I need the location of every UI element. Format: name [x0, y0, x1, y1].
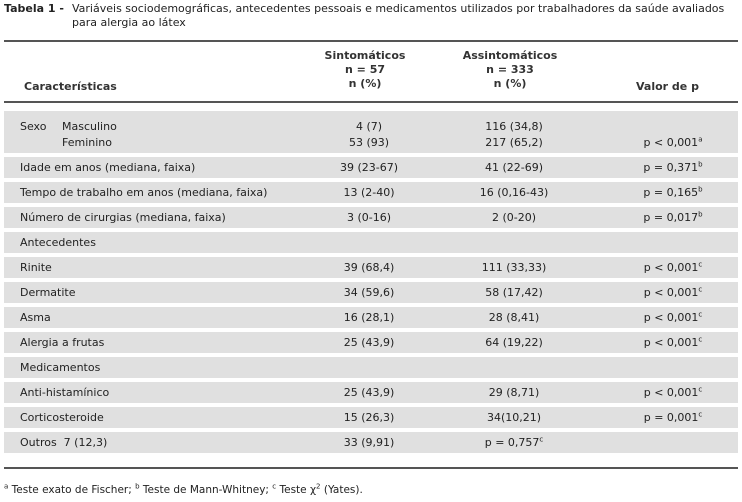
- cell-symptomatic: 33 (9,91): [343, 436, 395, 449]
- cell-asymptomatic: 34(10,21): [486, 411, 542, 424]
- row-label: Anti-histamínico: [20, 386, 110, 399]
- table-row: Outros 7 (12,3) 33 (9,91) p = 0,757c: [4, 432, 738, 453]
- table-footnote: a Teste exato de Fischer; b Teste de Man…: [4, 482, 363, 496]
- header-rule: [4, 101, 738, 103]
- header-asymptomatic-title: Assintomáticos: [462, 49, 558, 62]
- table-row: Dermatite 34 (59,6) 58 (17,42) p < 0,001…: [4, 282, 738, 303]
- table-row: Anti-histamínico 25 (43,9) 29 (8,71) p <…: [4, 382, 738, 403]
- cell-pvalue: p = 0,001c: [643, 410, 703, 424]
- cell-symptomatic: 25 (43,9): [343, 386, 395, 399]
- row-sublabel: Masculino: [62, 120, 117, 133]
- cell-symptomatic: 13 (2-40): [343, 186, 395, 199]
- cell-pvalue: p < 0,001c: [643, 285, 703, 299]
- header-characteristics: Características: [24, 80, 117, 93]
- table-row: Antecedentes: [4, 232, 738, 253]
- cell-pvalue: p < 0,001c: [643, 335, 703, 349]
- table-row: Corticosteroide 15 (26,3) 34(10,21) p = …: [4, 407, 738, 428]
- table-row: Alergia a frutas 25 (43,9) 64 (19,22) p …: [4, 332, 738, 353]
- cell-symptomatic: 3 (0-16): [346, 211, 392, 224]
- cell-asymptomatic: 29 (8,71): [488, 386, 540, 399]
- bottom-rule: [4, 467, 738, 469]
- cell-pvalue: p = 0,371b: [643, 160, 703, 174]
- row-label: Corticosteroide: [20, 411, 104, 424]
- row-sublabel: Feminino: [62, 136, 112, 149]
- table-row: Número de cirurgias (mediana, faixa) 3 (…: [4, 207, 738, 228]
- table-row: Rinite 39 (68,4) 111 (33,33) p < 0,001c: [4, 257, 738, 278]
- cell-asymptomatic: 28 (8,41): [488, 311, 540, 324]
- cell-asymptomatic: 111 (33,33): [481, 261, 547, 274]
- cell-asymptomatic: 58 (17,42): [485, 286, 543, 299]
- table-row: Idade em anos (mediana, faixa) 39 (23-67…: [4, 157, 738, 178]
- row-label: Idade em anos (mediana, faixa): [20, 161, 196, 174]
- cell-asymptomatic: 217 (65,2): [485, 136, 543, 149]
- cell-symptomatic: 4 (7): [355, 120, 383, 133]
- table-row: Sexo Masculino 4 (7) 116 (34,8) Feminino…: [4, 111, 738, 153]
- cell-asymptomatic: 116 (34,8): [485, 120, 543, 133]
- header-asymptomatic: Assintomáticos n = 333 n (%): [450, 49, 570, 91]
- cell-pvalue: p < 0,001a: [643, 135, 703, 149]
- cell-symptomatic: 39 (23-67): [339, 161, 399, 174]
- row-label: Outros 7 (12,3): [20, 436, 108, 449]
- caption-text: Variáveis sociodemográficas, antecedente…: [72, 2, 725, 29]
- cell-asymptomatic: 41 (22-69): [484, 161, 544, 174]
- row-label: Número de cirurgias (mediana, faixa): [20, 211, 226, 224]
- cell-asymptomatic: 64 (19,22): [485, 336, 543, 349]
- cell-asymptomatic: 2 (0-20): [491, 211, 537, 224]
- header-asymptomatic-unit: n (%): [493, 77, 527, 90]
- header-pvalue: Valor de p: [636, 80, 699, 93]
- cell-asymptomatic: p = 0,757c: [484, 435, 544, 449]
- cell-asymptomatic: 16 (0,16-43): [479, 186, 549, 199]
- cell-symptomatic: 16 (28,1): [343, 311, 395, 324]
- cell-pvalue: p < 0,001c: [643, 310, 703, 324]
- row-label: Asma: [20, 311, 51, 324]
- table-row: Medicamentos: [4, 357, 738, 378]
- header-asymptomatic-n: n = 333: [486, 63, 534, 76]
- cell-symptomatic: 34 (59,6): [343, 286, 395, 299]
- cell-symptomatic: 15 (26,3): [343, 411, 395, 424]
- header-symptomatic-unit: n (%): [348, 77, 382, 90]
- table-row: Tempo de trabalho em anos (mediana, faix…: [4, 182, 738, 203]
- cell-pvalue: p < 0,001c: [643, 260, 703, 274]
- top-rule: [4, 40, 738, 42]
- section-label-medicamentos: Medicamentos: [20, 361, 101, 374]
- header-symptomatic-n: n = 57: [344, 63, 385, 76]
- caption-label: Tabela 1 -: [4, 2, 64, 15]
- header-symptomatic: Sintomáticos n = 57 n (%): [305, 49, 425, 91]
- row-label: Sexo: [20, 120, 47, 133]
- cell-symptomatic: 53 (93): [348, 136, 390, 149]
- row-label: Alergia a frutas: [20, 336, 105, 349]
- row-label: Tempo de trabalho em anos (mediana, faix…: [20, 186, 268, 199]
- section-label-antecedentes: Antecedentes: [20, 236, 96, 249]
- table-row: Asma 16 (28,1) 28 (8,41) p < 0,001c: [4, 307, 738, 328]
- row-label: Rinite: [20, 261, 52, 274]
- cell-pvalue: p = 0,165b: [643, 185, 703, 199]
- cell-pvalue: p = 0,017b: [643, 210, 703, 224]
- cell-symptomatic: 25 (43,9): [343, 336, 395, 349]
- header-symptomatic-title: Sintomáticos: [324, 49, 406, 62]
- row-label: Dermatite: [20, 286, 76, 299]
- cell-pvalue: p < 0,001c: [643, 385, 703, 399]
- cell-symptomatic: 39 (68,4): [343, 261, 395, 274]
